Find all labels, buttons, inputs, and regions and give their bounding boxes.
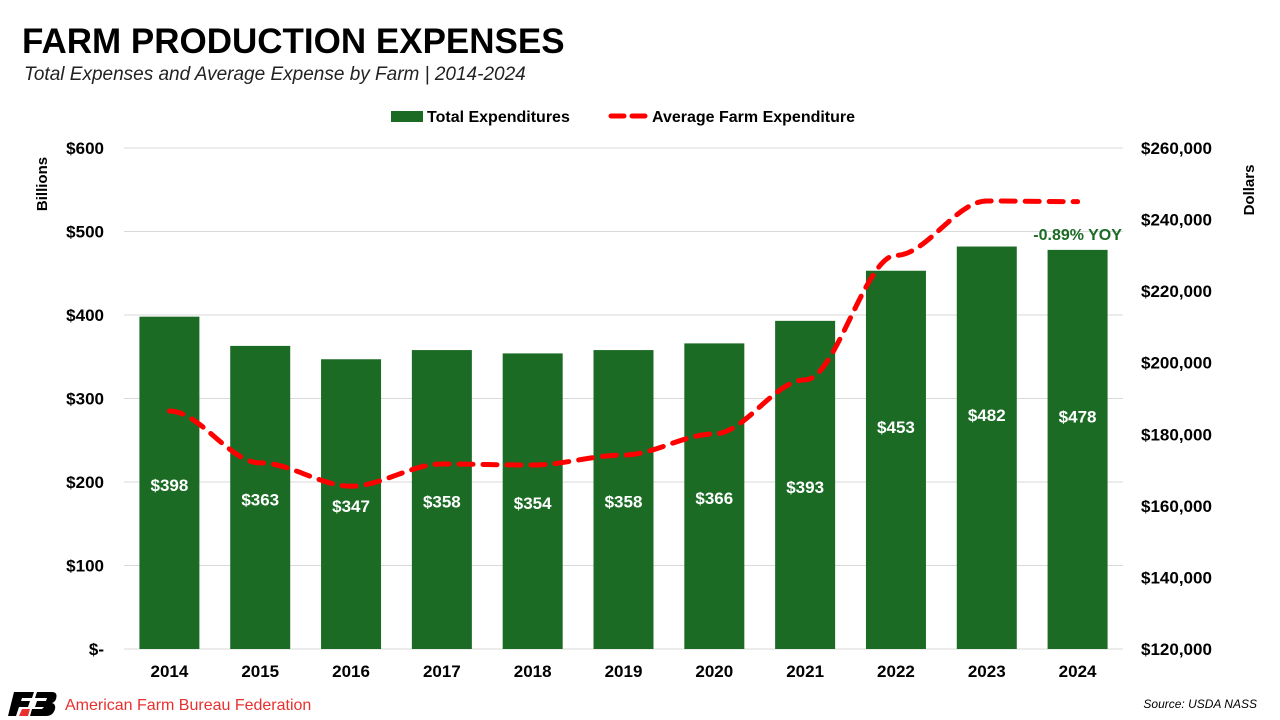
bar-2024 bbox=[1047, 249, 1108, 649]
x-tick-label: 2024 bbox=[1059, 662, 1097, 681]
y-tick-label: $500 bbox=[66, 223, 104, 242]
y-right-tick-label: $240,000 bbox=[1141, 211, 1212, 230]
bar-2022 bbox=[865, 270, 926, 649]
y-right-tick-label: $120,000 bbox=[1141, 640, 1212, 659]
bar-data-label: $482 bbox=[968, 406, 1006, 425]
y-right-axis-title: Dollars bbox=[1241, 165, 1258, 216]
chart-subtitle: Total Expenses and Average Expense by Fa… bbox=[24, 64, 526, 85]
x-tick-label: 2021 bbox=[786, 662, 824, 681]
y-right-tick-label: $200,000 bbox=[1141, 354, 1212, 373]
bar-2021 bbox=[775, 320, 836, 649]
y-tick-label: $- bbox=[89, 640, 104, 659]
bar-data-label: $398 bbox=[150, 476, 188, 495]
bar-2018 bbox=[502, 353, 563, 649]
x-tick-label: 2018 bbox=[514, 662, 552, 681]
x-tick-label: 2017 bbox=[423, 662, 461, 681]
x-tick-label: 2020 bbox=[695, 662, 733, 681]
bar-2014 bbox=[139, 316, 200, 649]
bar-data-label: $358 bbox=[423, 493, 461, 512]
y-tick-label: $300 bbox=[66, 390, 104, 409]
x-tick-label: 2019 bbox=[605, 662, 643, 681]
x-tick-label: 2016 bbox=[332, 662, 370, 681]
chart-title: FARM PRODUCTION EXPENSES bbox=[22, 22, 565, 61]
x-tick-label: 2014 bbox=[150, 662, 188, 681]
average-expenditure-line bbox=[166, 198, 1081, 489]
bar-data-label: $453 bbox=[877, 418, 915, 437]
yoy-annotation: -0.89% YOY bbox=[1033, 227, 1122, 244]
bar-data-label: $478 bbox=[1059, 407, 1097, 426]
bar-data-label: $366 bbox=[695, 489, 733, 508]
source-note: Source: USDA NASS bbox=[1143, 697, 1257, 711]
bar-2015 bbox=[230, 345, 291, 649]
y-right-tick-label: $220,000 bbox=[1141, 282, 1212, 301]
legend-label-line: Average Farm Expenditure bbox=[652, 109, 855, 126]
bar-2023 bbox=[956, 246, 1017, 649]
y-right-tick-label: $160,000 bbox=[1141, 497, 1212, 516]
y-tick-label: $200 bbox=[66, 473, 104, 492]
bar-data-label: $393 bbox=[786, 478, 824, 497]
y-tick-label: $100 bbox=[66, 557, 104, 576]
y-axis-title: Billions bbox=[34, 157, 51, 211]
bar-data-label: $358 bbox=[605, 493, 643, 512]
bar-2020 bbox=[684, 343, 745, 649]
bar-data-label: $363 bbox=[241, 490, 279, 509]
bar-2019 bbox=[593, 350, 654, 649]
x-tick-label: 2015 bbox=[241, 662, 279, 681]
bar-2016 bbox=[321, 359, 382, 649]
brand-name: American Farm Bureau Federation bbox=[65, 697, 312, 714]
y-right-tick-label: $180,000 bbox=[1141, 425, 1212, 444]
x-tick-label: 2023 bbox=[968, 662, 1006, 681]
afbf-logo-icon bbox=[8, 692, 57, 716]
x-tick-label: 2022 bbox=[877, 662, 915, 681]
bar-2017 bbox=[411, 350, 472, 649]
y-right-tick-label: $140,000 bbox=[1141, 568, 1212, 587]
bar-data-label: $354 bbox=[514, 494, 552, 513]
legend-swatch-bars bbox=[391, 111, 423, 122]
y-tick-label: $600 bbox=[66, 139, 104, 158]
y-tick-label: $400 bbox=[66, 306, 104, 325]
legend-label-bars: Total Expenditures bbox=[427, 109, 570, 126]
y-right-tick-label: $260,000 bbox=[1141, 139, 1212, 158]
bar-data-label: $347 bbox=[332, 497, 370, 516]
